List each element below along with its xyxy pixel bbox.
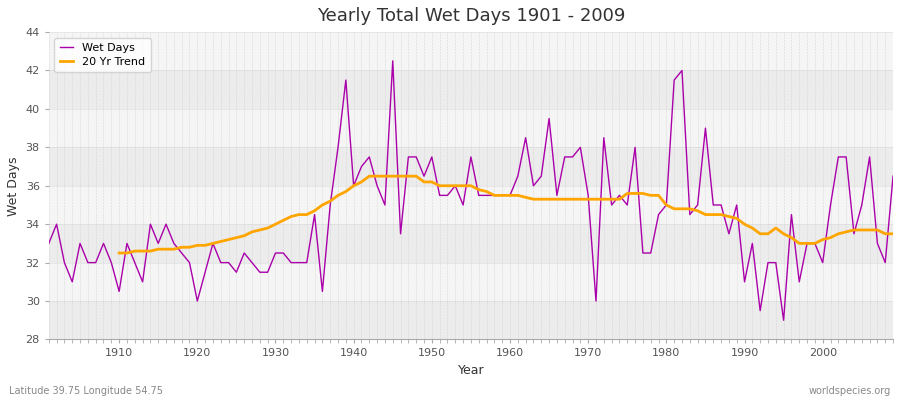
20 Yr Trend <box>887 231 898 236</box>
Bar <box>49 186 893 224</box>
Wet Days <box>512 174 523 178</box>
Wet Days <box>325 202 336 207</box>
Wet Days <box>106 260 117 265</box>
Wet Days <box>607 202 617 207</box>
Wet Days <box>887 174 898 178</box>
Wet Days <box>278 251 289 256</box>
Wet Days <box>505 193 516 198</box>
20 Yr Trend <box>583 197 594 202</box>
20 Yr Trend <box>857 228 868 232</box>
Line: 20 Yr Trend: 20 Yr Trend <box>119 176 893 253</box>
Line: Wet Days: Wet Days <box>49 61 893 320</box>
20 Yr Trend <box>364 174 374 178</box>
Bar <box>49 70 893 109</box>
Text: Latitude 39.75 Longitude 54.75: Latitude 39.75 Longitude 54.75 <box>9 386 163 396</box>
Bar <box>49 224 893 263</box>
Wet Days <box>387 58 398 63</box>
20 Yr Trend <box>520 195 531 200</box>
20 Yr Trend <box>293 212 304 217</box>
Bar <box>49 263 893 301</box>
Wet Days <box>778 318 789 323</box>
Legend: Wet Days, 20 Yr Trend: Wet Days, 20 Yr Trend <box>54 38 151 72</box>
20 Yr Trend <box>832 231 843 236</box>
Bar <box>49 301 893 340</box>
Bar <box>49 109 893 147</box>
20 Yr Trend <box>262 226 273 230</box>
20 Yr Trend <box>113 251 124 256</box>
Bar <box>49 147 893 186</box>
Bar <box>49 32 893 70</box>
Title: Yearly Total Wet Days 1901 - 2009: Yearly Total Wet Days 1901 - 2009 <box>317 7 626 25</box>
X-axis label: Year: Year <box>457 364 484 377</box>
Text: worldspecies.org: worldspecies.org <box>809 386 891 396</box>
Y-axis label: Wet Days: Wet Days <box>7 156 20 216</box>
Wet Days <box>43 241 54 246</box>
